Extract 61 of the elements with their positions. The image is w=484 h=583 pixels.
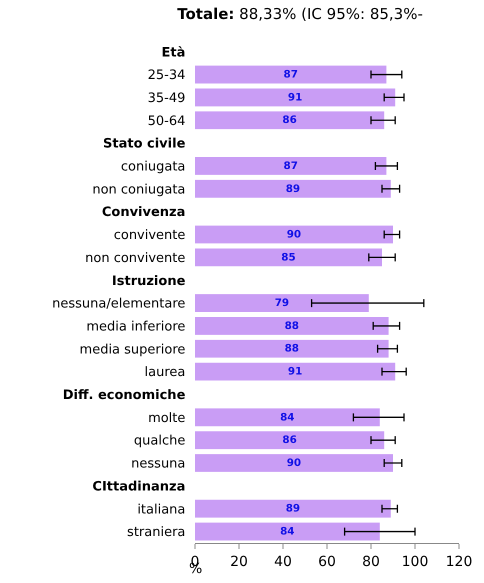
x-tick-label: 60 xyxy=(318,554,336,570)
data-label: 90 xyxy=(286,228,302,240)
bar xyxy=(195,522,380,540)
data-label: 84 xyxy=(280,526,295,538)
x-tick-label: 80 xyxy=(362,554,380,570)
y-tick-label: coniugata xyxy=(120,160,186,175)
bar xyxy=(195,111,384,130)
y-tick-label: media inferiore xyxy=(86,319,186,334)
x-tick-label: 20 xyxy=(230,554,248,570)
bar xyxy=(195,431,384,450)
y-tick-label: straniera xyxy=(127,525,186,540)
y-tick-label: 35-49 xyxy=(148,90,186,106)
bar xyxy=(195,362,396,381)
bar xyxy=(195,180,391,198)
data-label: 88 xyxy=(284,320,299,332)
bar xyxy=(195,408,380,426)
y-tick-label: non convivente xyxy=(85,250,186,266)
x-tick-label: 100 xyxy=(402,554,428,570)
bar xyxy=(195,454,393,472)
y-tick-label: 25-34 xyxy=(148,68,186,84)
bar xyxy=(195,248,382,266)
y-tick-label: nessuna xyxy=(131,456,186,472)
y-tick-label: Età xyxy=(162,45,186,60)
y-tick-label: Istruzione xyxy=(112,274,186,289)
y-tick-label: convivente xyxy=(114,228,186,244)
y-tick-label: nessuna/elementare xyxy=(52,296,186,312)
data-label: 90 xyxy=(286,456,302,469)
bar xyxy=(195,500,391,518)
bar xyxy=(195,317,389,335)
data-label: 87 xyxy=(283,160,298,172)
x-tick-label: 40 xyxy=(274,554,292,570)
bar xyxy=(195,66,386,84)
bar xyxy=(195,88,396,106)
chart-title: Totale: 88,33% (IC 95%: 85,3%- xyxy=(177,5,423,24)
bar xyxy=(195,294,369,312)
x-tick-label: 120 xyxy=(446,554,472,570)
y-tick-label: CIttadinanza xyxy=(92,479,186,494)
y-tick-label: Stato civile xyxy=(103,136,186,152)
y-tick-label: laurea xyxy=(144,365,186,380)
data-label: 89 xyxy=(286,502,300,515)
data-label: 89 xyxy=(286,182,300,195)
data-label: 84 xyxy=(280,411,294,424)
y-tick-label: non coniugata xyxy=(92,182,186,198)
data-label: 87 xyxy=(284,68,298,81)
y-tick-label: italiana xyxy=(137,502,186,518)
bar xyxy=(195,157,386,175)
bar xyxy=(195,226,393,244)
data-label: 91 xyxy=(288,91,302,104)
y-tick-label: qualche xyxy=(134,434,186,449)
data-label: 86 xyxy=(282,114,297,126)
y-tick-label: Diff. economiche xyxy=(62,388,186,404)
data-label: 88 xyxy=(284,342,299,355)
bar xyxy=(195,340,389,358)
data-label: 86 xyxy=(282,434,297,446)
data-label: 91 xyxy=(288,366,302,378)
y-tick-label: Convivenza xyxy=(102,205,186,220)
data-label: 79 xyxy=(274,297,290,310)
y-tick-label: 50-64 xyxy=(148,114,186,129)
data-label: 85 xyxy=(281,251,296,264)
y-tick-label: molte xyxy=(148,410,186,426)
y-tick-label: media superiore xyxy=(80,342,186,358)
